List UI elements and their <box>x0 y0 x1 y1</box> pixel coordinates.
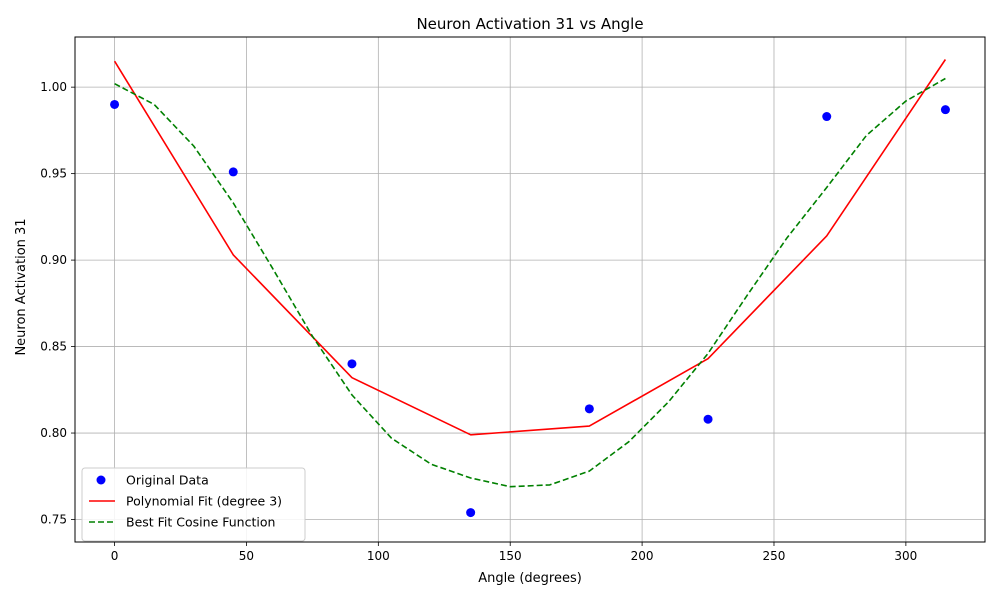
best-fit-cosine-function-line <box>114 77 946 488</box>
data-point <box>110 99 120 109</box>
data-point <box>940 105 950 115</box>
x-tick-label: 200 <box>631 549 654 563</box>
data-point <box>228 167 238 177</box>
series-layer <box>110 59 950 518</box>
x-axis-ticks: 0 50 100 150 200 250 300 <box>111 542 917 563</box>
data-point <box>584 404 594 414</box>
polynomial-fit-degree-3-line <box>113 59 947 436</box>
x-tick-label: 0 <box>111 549 119 563</box>
y-axis-label: Neuron Activation 31 <box>14 218 29 355</box>
data-point <box>466 508 476 518</box>
data-point <box>347 359 357 369</box>
chart-title: Neuron Activation 31 vs Angle <box>416 15 643 33</box>
legend-marker-scatter <box>96 475 106 485</box>
y-axis-ticks: 0.75 0.80 0.85 0.90 0.95 1.00 <box>40 80 75 527</box>
x-tick-label: 50 <box>239 549 254 563</box>
plot-frame <box>74 36 986 543</box>
x-tick-label: 250 <box>763 549 786 563</box>
y-tick-label: 0.85 <box>40 340 67 354</box>
x-tick-label: 300 <box>894 549 917 563</box>
legend-box <box>81 467 306 542</box>
y-tick-label: 0.90 <box>40 253 67 267</box>
y-tick-label: 0.75 <box>40 513 67 527</box>
legend-label: Polynomial Fit (degree 3) <box>126 494 282 509</box>
legend-label: Original Data <box>126 473 209 488</box>
legend-label: Best Fit Cosine Function <box>126 515 275 530</box>
y-tick-label: 1.00 <box>40 80 67 94</box>
data-point <box>822 112 832 122</box>
x-axis-label: Angle (degrees) <box>478 571 582 586</box>
data-point <box>703 414 713 424</box>
y-tick-label: 0.95 <box>40 167 67 181</box>
x-tick-label: 150 <box>499 549 522 563</box>
legend: Original Data Polynomial Fit (degree 3) Be… <box>81 467 306 542</box>
x-tick-label: 100 <box>367 549 390 563</box>
y-tick-label: 0.80 <box>40 426 67 440</box>
